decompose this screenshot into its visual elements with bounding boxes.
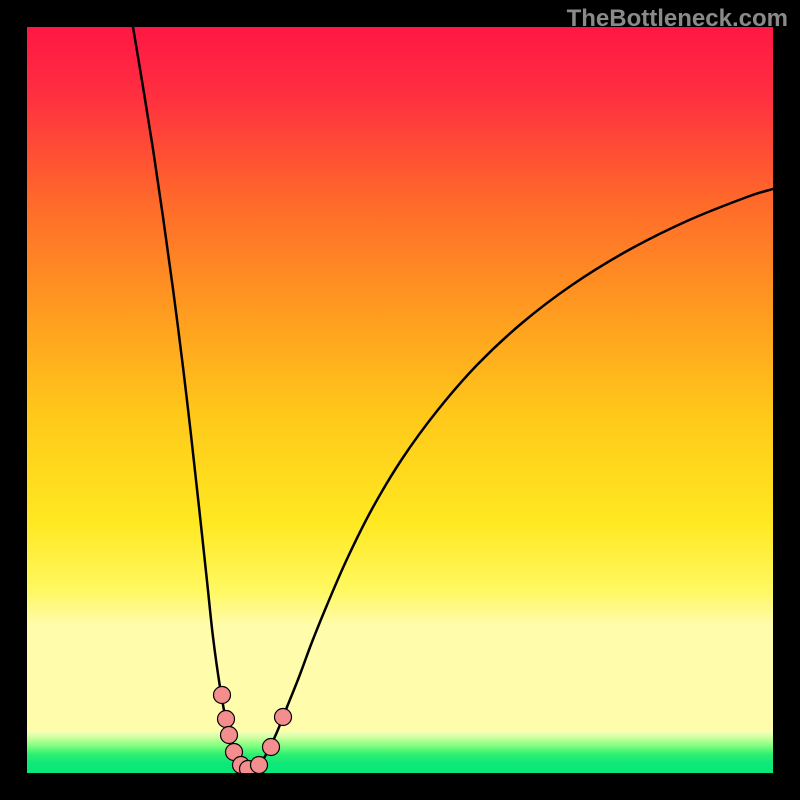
curve-marker xyxy=(275,709,292,726)
curve-marker xyxy=(221,727,238,744)
curve-marker xyxy=(263,739,280,756)
green-band xyxy=(27,731,773,773)
chart-frame: TheBottleneck.com xyxy=(0,0,800,800)
curve-marker xyxy=(218,711,235,728)
watermark-text: TheBottleneck.com xyxy=(567,5,788,33)
curve-marker xyxy=(251,757,268,774)
curve-marker xyxy=(214,687,231,704)
gradient-background xyxy=(27,27,773,731)
chart-svg xyxy=(27,27,773,773)
plot-area xyxy=(27,27,773,773)
